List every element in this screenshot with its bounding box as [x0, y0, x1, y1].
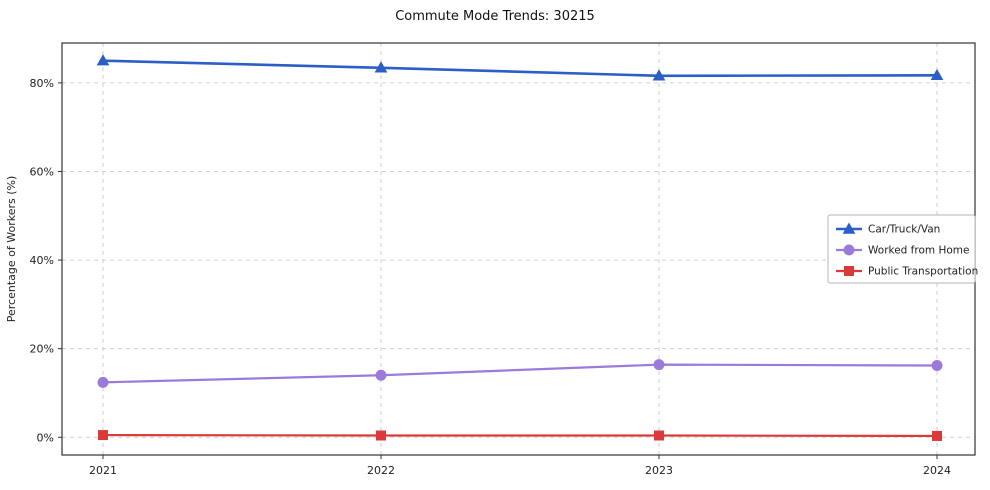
- legend-label: Worked from Home: [868, 245, 969, 257]
- legend-marker-public-transportation: [844, 266, 854, 276]
- chart-title: Commute Mode Trends: 30215: [395, 9, 595, 24]
- plot-area: [62, 43, 975, 455]
- marker-public-transportation: [98, 430, 108, 441]
- x-tick-label: 2023: [645, 464, 673, 477]
- marker-public-transportation: [654, 430, 664, 441]
- marker-car-truck-van: [374, 61, 388, 73]
- x-tick-label: 2024: [923, 464, 951, 477]
- legend-label: Public Transportation: [868, 266, 978, 278]
- legend: Car/Truck/Van Worked from Home Public Tran…: [827, 214, 978, 284]
- marker-public-transportation: [932, 430, 942, 441]
- legend-item-worked-from-home: Worked from Home: [836, 244, 969, 257]
- legend-label: Car/Truck/Van: [868, 224, 940, 236]
- y-tick-label: 40%: [30, 254, 54, 267]
- x-tick-label: 2022: [367, 464, 395, 477]
- marker-car-truck-van: [930, 68, 944, 81]
- legend-box: [827, 214, 976, 284]
- series-line-public-transportation: [101, 433, 939, 438]
- y-tick-label: 80%: [30, 77, 54, 90]
- marker-public-transportation: [376, 430, 386, 441]
- legend-marker-worked-from-home: [843, 244, 855, 256]
- y-tick-label: 0%: [37, 431, 54, 444]
- series-line-worked-from-home: [101, 363, 939, 384]
- legend-marker-car-truck-van: [842, 222, 856, 234]
- legend-item-public-transportation: Public Transportation: [836, 266, 978, 278]
- legend-item-car-truck-van: Car/Truck/Van: [836, 222, 940, 236]
- marker-car-truck-van: [96, 54, 110, 66]
- y-axis-label: Percentage of Workers (%): [5, 176, 18, 323]
- y-tick-label: 60%: [30, 165, 54, 178]
- series-line-car-truck-van: [101, 59, 939, 78]
- marker-car-truck-van: [652, 69, 666, 81]
- marker-worked-from-home: [653, 359, 665, 371]
- marker-worked-from-home: [931, 360, 943, 372]
- y-tick-label: 20%: [30, 343, 54, 356]
- x-tick-label: 2021: [89, 464, 117, 477]
- marker-worked-from-home: [97, 376, 109, 388]
- marker-worked-from-home: [375, 369, 387, 381]
